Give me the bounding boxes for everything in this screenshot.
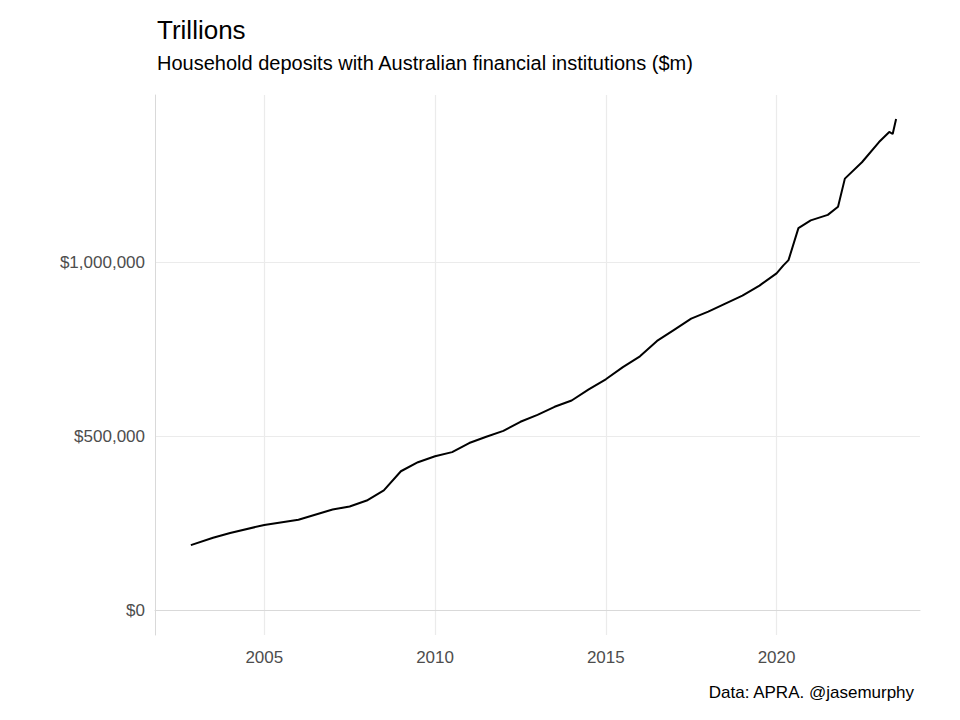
svg-text:Data: APRA. @jasemurphy: Data: APRA. @jasemurphy xyxy=(709,683,915,702)
svg-text:$500,000: $500,000 xyxy=(74,427,145,446)
svg-text:2005: 2005 xyxy=(245,648,283,667)
svg-text:2010: 2010 xyxy=(416,648,454,667)
svg-text:2020: 2020 xyxy=(758,648,796,667)
svg-text:$1,000,000: $1,000,000 xyxy=(60,253,145,272)
svg-text:$0: $0 xyxy=(126,601,145,620)
svg-text:Household deposits with Austra: Household deposits with Australian finan… xyxy=(157,52,693,74)
svg-text:Trillions: Trillions xyxy=(157,15,246,45)
svg-text:2015: 2015 xyxy=(587,648,625,667)
